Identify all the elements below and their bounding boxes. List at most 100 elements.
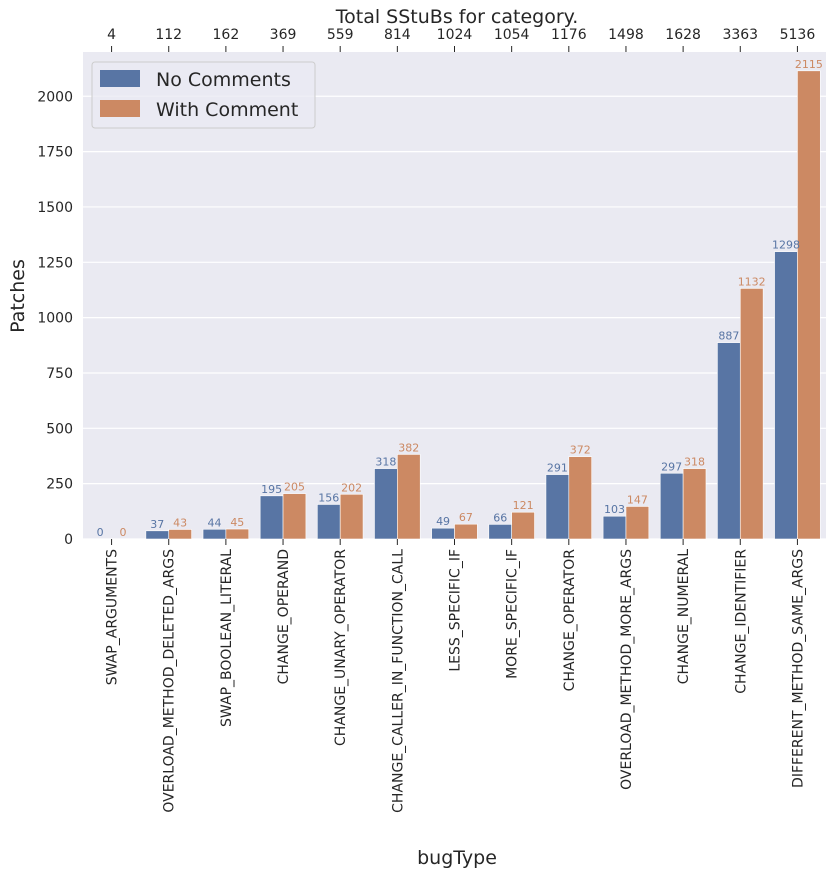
x-tick-label: SWAP_BOOLEAN_LITERAL bbox=[219, 549, 235, 727]
bar-no-comments bbox=[488, 524, 512, 540]
legend-label-no-comments: No Comments bbox=[156, 69, 291, 91]
data-label-with-comment: 1132 bbox=[738, 275, 766, 288]
data-label-no-comments: 49 bbox=[436, 515, 450, 528]
bar-no-comments bbox=[259, 495, 284, 540]
top-tick-label: 3363 bbox=[722, 27, 758, 43]
data-label-no-comments: 195 bbox=[261, 483, 282, 496]
top-tick-label: 5136 bbox=[780, 27, 816, 43]
top-tick-label: 162 bbox=[213, 27, 240, 43]
data-label-no-comments: 297 bbox=[661, 460, 682, 473]
x-axis-label: bugType bbox=[417, 847, 497, 869]
data-label-no-comments: 44 bbox=[207, 516, 221, 529]
data-label-with-comment: 382 bbox=[398, 441, 419, 454]
bar-no-comments bbox=[202, 528, 227, 540]
bar-with-comment bbox=[682, 468, 707, 540]
x-tick-label: LESS_SPECIFIC_IF bbox=[448, 549, 464, 672]
x-tick-label: OVERLOAD_METHOD_DELETED_ARGS bbox=[162, 549, 178, 813]
bar-no-comments bbox=[602, 515, 627, 540]
data-label-no-comments: 37 bbox=[150, 518, 164, 531]
x-tick-labels: SWAP_ARGUMENTS OVERLOAD_METHOD_DELETED_AR… bbox=[105, 539, 806, 813]
bar-with-comment bbox=[739, 288, 764, 540]
data-label-no-comments: 156 bbox=[318, 491, 339, 504]
bar-with-comment bbox=[282, 493, 307, 540]
y-axis-label: Patches bbox=[7, 259, 29, 333]
top-tick-label: 1176 bbox=[551, 27, 587, 43]
top-tick-label: 814 bbox=[384, 27, 411, 43]
data-label-with-comment: 318 bbox=[684, 456, 705, 469]
bar-with-comment bbox=[625, 506, 650, 540]
x-tick-label: CHANGE_NUMERAL bbox=[676, 549, 692, 684]
bar-with-comment bbox=[511, 511, 535, 540]
x-tick-label: DIFFERENT_METHOD_SAME_ARGS bbox=[790, 549, 806, 788]
x-tick-label: CHANGE_UNARY_OPERATOR bbox=[333, 549, 349, 746]
data-label-no-comments: 66 bbox=[493, 511, 507, 524]
x-tick-label: SWAP_ARGUMENTS bbox=[105, 549, 121, 685]
data-label-no-comments: 291 bbox=[547, 462, 568, 475]
bar-no-comments bbox=[431, 527, 455, 540]
bar-with-comment bbox=[454, 523, 478, 540]
legend-swatch-with-comment bbox=[100, 100, 140, 117]
legend-box bbox=[91, 61, 316, 129]
legend-label-with-comment: With Comment bbox=[156, 99, 298, 121]
bar-with-comment bbox=[168, 529, 192, 540]
data-label-no-comments: 103 bbox=[604, 503, 625, 516]
data-label-no-comments: 0 bbox=[97, 526, 104, 539]
x-tick-label: CHANGE_OPERAND bbox=[276, 549, 292, 684]
x-tick-label: CHANGE_IDENTIFIER bbox=[733, 549, 749, 694]
bars-group bbox=[145, 70, 821, 540]
data-label-no-comments: 1298 bbox=[772, 239, 800, 252]
bar-no-comments bbox=[717, 342, 741, 540]
bar-with-comment bbox=[397, 454, 421, 540]
data-label-with-comment: 67 bbox=[459, 511, 473, 524]
top-tick-label: 112 bbox=[155, 27, 182, 43]
x-tick-label: MORE_SPECIFIC_IF bbox=[505, 549, 521, 679]
data-label-with-comment: 43 bbox=[173, 516, 187, 529]
top-tick-label: 4 bbox=[107, 27, 116, 43]
y-tick-label: 500 bbox=[46, 421, 73, 437]
top-tick-label: 369 bbox=[270, 27, 297, 43]
bar-no-comments bbox=[374, 468, 398, 540]
data-label-with-comment: 45 bbox=[230, 516, 244, 529]
y-tick-label: 250 bbox=[46, 477, 73, 493]
x-tick-label: CHANGE_CALLER_IN_FUNCTION_CALL bbox=[390, 549, 406, 813]
bar-with-comment bbox=[339, 493, 364, 540]
bar-no-comments bbox=[317, 504, 341, 540]
data-label-with-comment: 372 bbox=[570, 444, 591, 457]
bar-with-comment bbox=[797, 70, 821, 540]
data-label-with-comment: 202 bbox=[341, 481, 362, 494]
x-tick-label: CHANGE_OPERATOR bbox=[562, 549, 578, 692]
top-tick-label: 1054 bbox=[494, 27, 530, 43]
bar-no-comments bbox=[145, 530, 170, 540]
y-tick-label: 1750 bbox=[37, 145, 73, 161]
legend: No Comments With Comment bbox=[91, 61, 316, 129]
y-tick-label: 1500 bbox=[37, 200, 73, 216]
bar-no-comments bbox=[774, 251, 798, 540]
data-label-no-comments: 887 bbox=[718, 330, 739, 343]
data-label-with-comment: 147 bbox=[627, 493, 648, 506]
top-axis-label: Total SStuBs for category. bbox=[335, 6, 578, 28]
data-labels-group: 0 37 44 195 156 318 49 66 291 103 297 887 1298 0 43 45 2… bbox=[97, 58, 823, 539]
data-label-with-comment: 205 bbox=[284, 481, 305, 494]
x-tick-label: OVERLOAD_METHOD_MORE_ARGS bbox=[619, 549, 635, 790]
y-tick-label: 1250 bbox=[37, 255, 73, 271]
bar-with-comment bbox=[225, 528, 250, 540]
data-label-with-comment: 121 bbox=[513, 499, 534, 512]
data-label-no-comments: 318 bbox=[375, 456, 396, 469]
bar-no-comments bbox=[545, 474, 570, 540]
bar-no-comments bbox=[659, 472, 684, 540]
y-tick-labels: 0 250 500 750 1000 1250 1500 1750 2000 bbox=[37, 89, 73, 548]
y-tick-label: 0 bbox=[64, 532, 73, 548]
y-tick-label: 2000 bbox=[37, 89, 73, 105]
top-tick-label: 1628 bbox=[665, 27, 701, 43]
top-tick-label: 1498 bbox=[608, 27, 644, 43]
legend-swatch-no-comments bbox=[100, 70, 140, 87]
top-tick-label: 1024 bbox=[437, 27, 473, 43]
plot-background bbox=[83, 52, 826, 539]
top-tick-label: 559 bbox=[327, 27, 354, 43]
data-label-with-comment: 2115 bbox=[795, 58, 823, 71]
top-tick-labels: 4 112 162 369 559 814 1024 1054 1176 1498 1628 3363… bbox=[107, 27, 815, 52]
y-tick-label: 1000 bbox=[37, 311, 73, 327]
bar-with-comment bbox=[568, 456, 592, 540]
y-tick-label: 750 bbox=[46, 366, 73, 382]
